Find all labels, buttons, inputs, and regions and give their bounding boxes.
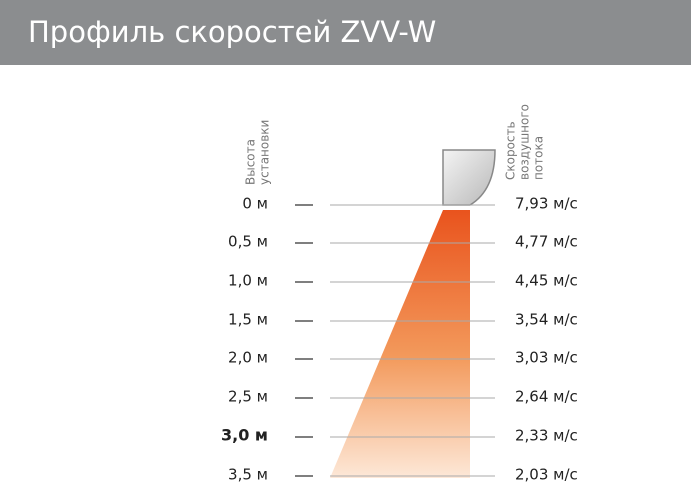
header-bar bbox=[0, 0, 691, 65]
title: Профиль скоростей ZVV-W bbox=[28, 15, 436, 49]
speed-label: потока bbox=[532, 136, 546, 180]
speed-value: 4,77 м/с bbox=[515, 233, 578, 251]
height-label: Высота bbox=[244, 139, 258, 185]
speed-value: 2,33 м/с bbox=[515, 427, 578, 445]
speed-label: Скорость bbox=[504, 121, 518, 180]
height-value: 1,5 м bbox=[228, 311, 268, 329]
speed-label: воздушного bbox=[518, 104, 532, 180]
rows: 0 м 7,93 м/с 0,5 м 4,77 м/с 1,0 м 4,45 м/с 1,5… bbox=[221, 195, 578, 484]
height-value: 2,0 м bbox=[228, 349, 268, 367]
air-flow bbox=[330, 210, 470, 478]
speed-value: 4,45 м/с bbox=[515, 272, 578, 290]
height-label: установки bbox=[258, 120, 272, 185]
height-value: 0,5 м bbox=[228, 233, 268, 251]
height-value: 1,0 м bbox=[228, 272, 268, 290]
height-value: 3,0 м bbox=[221, 426, 268, 445]
speed-value: 7,93 м/с bbox=[515, 195, 578, 213]
speed-value: 3,54 м/с bbox=[515, 311, 578, 329]
speed-value: 2,03 м/с bbox=[515, 466, 578, 484]
speed-value: 2,64 м/с bbox=[515, 388, 578, 406]
height-value: 2,5 м bbox=[228, 388, 268, 406]
height-value: 0 м bbox=[242, 195, 268, 213]
height-value: 3,5 м bbox=[228, 466, 268, 484]
heater-icon bbox=[442, 149, 496, 206]
speed-value: 3,03 м/с bbox=[515, 349, 578, 367]
